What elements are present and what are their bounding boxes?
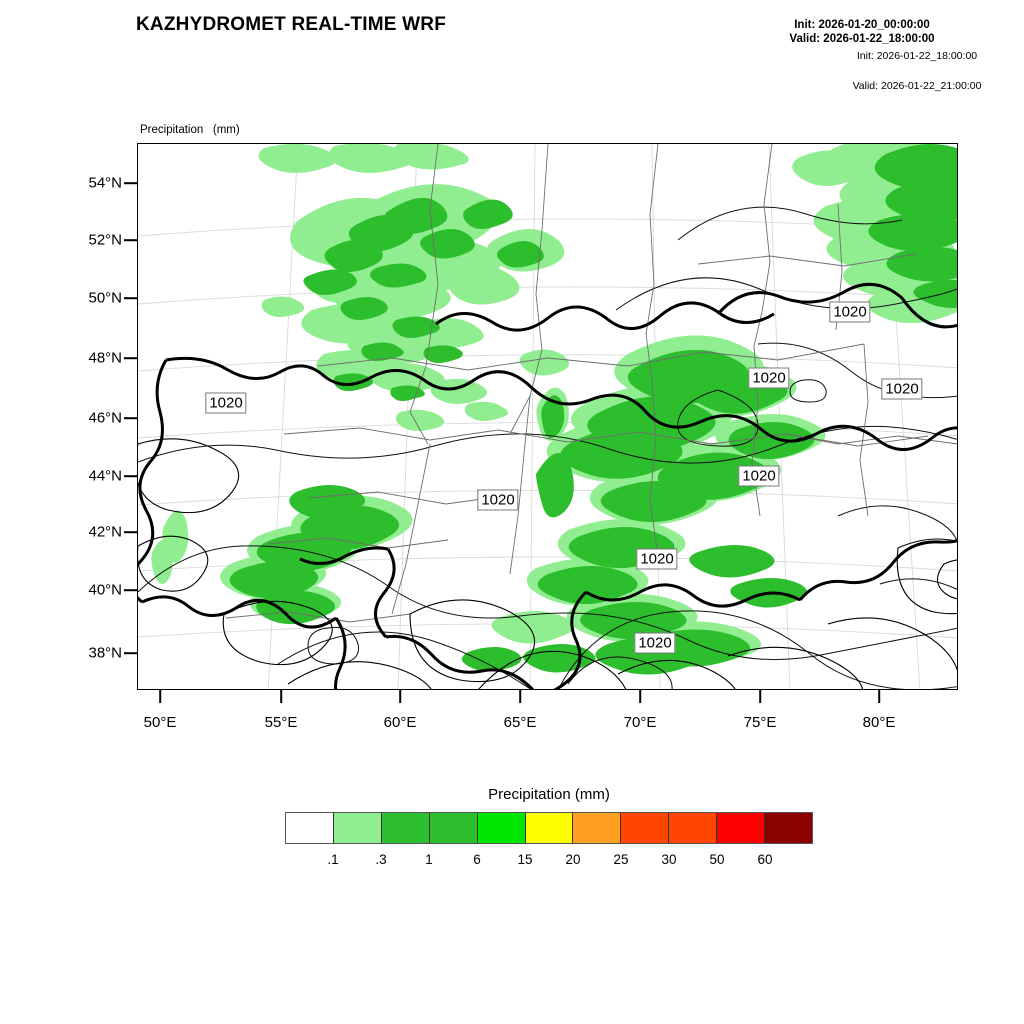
ytick-mark xyxy=(124,475,137,477)
colorbar-title: Precipitation (mm) xyxy=(488,786,610,803)
init-time-bold: Init: 2026-01-20_00:00:00 xyxy=(794,19,930,31)
colorbar-strip[interactable] xyxy=(285,812,813,844)
ytick-label: 44°N xyxy=(88,467,122,485)
colorbar-swatch xyxy=(477,813,526,843)
xtick-mark xyxy=(159,690,161,703)
ytick-mark xyxy=(124,182,137,184)
contour-label-1020: 1020 xyxy=(634,632,676,654)
ytick-mark xyxy=(124,652,137,654)
forecast-time-block: Init: 2026-01-20_00:00:00 Valid: 2026-01… xyxy=(700,18,1024,46)
kazakhstan-border xyxy=(138,282,957,689)
colorbar-tick-label: .1 xyxy=(327,852,339,867)
xtick-label: 65°E xyxy=(503,714,537,731)
country-outlines xyxy=(138,438,957,689)
colorbar-swatch xyxy=(765,813,812,843)
page-title: KAZHYDROMET REAL-TIME WRF xyxy=(136,14,447,35)
colorbar-swatch xyxy=(669,813,718,843)
colorbar-tick-label: 6 xyxy=(473,852,481,867)
xtick-mark xyxy=(519,690,521,703)
contour-label-1020: 1020 xyxy=(205,392,247,414)
colorbar-tick-label: 30 xyxy=(661,852,677,867)
colorbar-swatch xyxy=(286,813,334,843)
colorbar-tick-label: 1 xyxy=(425,852,433,867)
ytick-mark xyxy=(124,239,137,241)
ytick-mark xyxy=(124,531,137,533)
xtick-label: 80°E xyxy=(862,714,896,731)
colorbar-swatch xyxy=(717,813,766,843)
colorbar-swatch xyxy=(573,813,622,843)
valid-time-overlay: Valid: 2026-01-22_21:00:00 xyxy=(852,80,982,92)
valid-time-bold: Valid: 2026-01-22_18:00:00 xyxy=(789,33,935,45)
contour-label-1020: 1020 xyxy=(738,465,780,487)
xtick-label: 50°E xyxy=(143,714,177,731)
colorbar-tick-label: 25 xyxy=(613,852,629,867)
ytick-label: 48°N xyxy=(88,349,122,367)
colorbar-tick-label: 15 xyxy=(517,852,533,867)
init-time-overlay: Init: 2026-01-22_18:00:00 xyxy=(856,50,978,62)
ytick-mark xyxy=(124,297,137,299)
ytick-mark xyxy=(124,357,137,359)
xtick-mark xyxy=(639,690,641,703)
colorbar-swatch xyxy=(525,813,574,843)
xtick-mark xyxy=(759,690,761,703)
contour-label-1020: 1020 xyxy=(748,367,790,389)
xtick-label: 70°E xyxy=(623,714,657,731)
contour-label-1020: 1020 xyxy=(829,301,871,323)
colorbar-tick-label: 20 xyxy=(565,852,581,867)
contour-label-1020: 1020 xyxy=(477,489,519,511)
map-canvas xyxy=(138,144,957,689)
ytick-mark xyxy=(124,589,137,591)
contour-label-1020: 1020 xyxy=(636,548,678,570)
xtick-mark xyxy=(280,690,282,703)
colorbar-tick-label: .3 xyxy=(375,852,387,867)
xtick-mark xyxy=(878,690,880,703)
ytick-label: 40°N xyxy=(88,581,122,599)
ytick-label: 52°N xyxy=(88,231,122,249)
latitude-axis: 54°N 52°N 50°N 48°N 46°N 44°N 42°N 40°N … xyxy=(30,143,137,690)
colorbar-swatch xyxy=(333,813,382,843)
colorbar-swatch xyxy=(381,813,430,843)
ytick-label: 38°N xyxy=(88,644,122,662)
colorbar-tick-label: 60 xyxy=(757,852,773,867)
contour-label-1020: 1020 xyxy=(881,378,923,400)
ytick-label: 42°N xyxy=(88,523,122,541)
xtick-label: 60°E xyxy=(383,714,417,731)
longitude-axis: 50°E 55°E 60°E 65°E 70°E 75°E 80°E xyxy=(137,690,958,750)
colorbar-swatch xyxy=(429,813,478,843)
colorbar: Precipitation (mm) .1 .3 1 6 15 20 25 30… xyxy=(285,786,813,878)
field-label-precipitation: Precipitation (mm) xyxy=(140,124,240,136)
pressure-contours xyxy=(138,206,957,689)
colorbar-swatch xyxy=(621,813,670,843)
xtick-label: 75°E xyxy=(743,714,777,731)
ytick-label: 54°N xyxy=(88,174,122,192)
colorbar-tick-label: 50 xyxy=(709,852,725,867)
xtick-mark xyxy=(399,690,401,703)
map-plot-area[interactable]: 1020 1020 1020 1020 1020 1020 1020 1020 xyxy=(137,143,958,690)
xtick-label: 55°E xyxy=(264,714,298,731)
ytick-mark xyxy=(124,417,137,419)
ytick-label: 46°N xyxy=(88,409,122,427)
ytick-label: 50°N xyxy=(88,289,122,307)
colorbar-ticks: .1 .3 1 6 15 20 25 30 50 60 xyxy=(285,852,813,878)
